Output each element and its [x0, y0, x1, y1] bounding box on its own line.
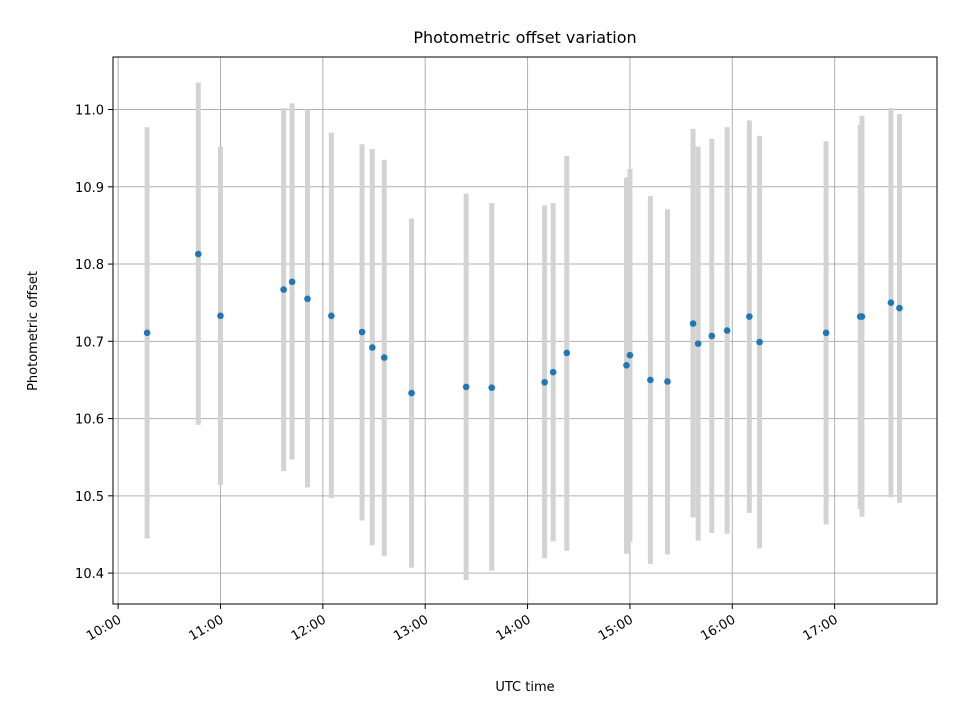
- y-tick-label: 10.7: [75, 335, 104, 350]
- data-point: [380, 354, 388, 361]
- data-point: [664, 378, 671, 385]
- y-tick-label: 10.9: [75, 181, 104, 196]
- data-point: [288, 278, 296, 286]
- data-point: [746, 313, 753, 320]
- y-tick-label: 10.5: [75, 490, 104, 505]
- data-point: [217, 312, 224, 320]
- x-axis-label: UTC time: [495, 680, 554, 695]
- data-point: [462, 383, 470, 391]
- y-tick-label: 10.6: [75, 413, 104, 428]
- data-point: [623, 361, 630, 369]
- data-point: [358, 328, 366, 336]
- y-axis-label: Photometric offset: [26, 271, 41, 391]
- data-point: [896, 304, 903, 312]
- data-point: [304, 295, 311, 303]
- data-point: [756, 338, 763, 346]
- data-point: [694, 340, 702, 347]
- data-point: [723, 327, 731, 334]
- y-tick-label: 10.4: [75, 567, 104, 582]
- data-point: [647, 376, 654, 384]
- data-point: [488, 384, 496, 391]
- point-layer: [143, 250, 903, 397]
- data-point: [369, 344, 376, 351]
- data-point: [280, 286, 287, 293]
- data-point: [563, 349, 571, 357]
- plot-area-frame: [112, 56, 938, 605]
- data-point: [195, 250, 202, 258]
- data-point: [549, 368, 557, 376]
- data-point: [689, 320, 697, 327]
- y-tick-label: 11.0: [75, 104, 104, 119]
- data-point: [887, 299, 895, 306]
- data-point: [708, 332, 716, 340]
- data-point: [626, 351, 634, 359]
- data-point: [328, 312, 335, 320]
- data-point: [822, 329, 830, 337]
- data-point: [143, 329, 151, 337]
- y-tick-label: 10.8: [75, 258, 104, 273]
- chart-title: Photometric offset variation: [413, 28, 636, 47]
- data-point: [408, 389, 415, 397]
- data-point: [858, 313, 866, 320]
- data-point: [541, 378, 548, 386]
